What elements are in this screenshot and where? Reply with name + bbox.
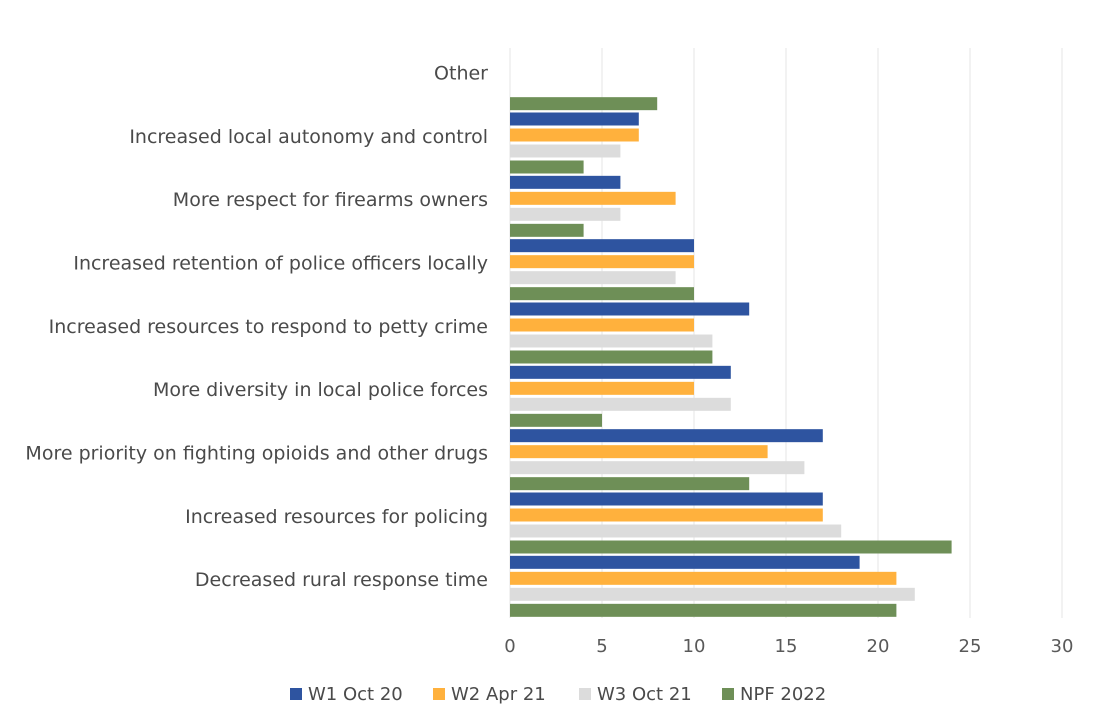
- category-label: Increased local autonomy and control: [129, 126, 488, 148]
- bar: [510, 318, 694, 332]
- category-label: More priority on fighting opioids and ot…: [25, 443, 488, 465]
- bar: [510, 571, 897, 585]
- bar: [510, 445, 768, 459]
- bar: [510, 429, 823, 443]
- bar: [510, 397, 731, 411]
- bar: [510, 365, 731, 379]
- category-label: More respect for firearms owners: [173, 189, 488, 211]
- bar: [510, 239, 694, 253]
- bar: [510, 191, 676, 205]
- category-label: Increased resources to respond to petty …: [49, 316, 488, 338]
- x-axis-tick-labels: 0 5 10 15 20 25 30: [504, 636, 1073, 657]
- bar: [510, 207, 621, 221]
- category-label: Decreased rural response time: [195, 569, 488, 591]
- bar: [510, 413, 602, 427]
- bar: [510, 175, 621, 189]
- x-tick-label: 15: [775, 636, 798, 657]
- bars: [510, 97, 952, 617]
- bar: [510, 112, 639, 126]
- legend-swatch: [290, 688, 302, 700]
- bar: [510, 492, 823, 506]
- bar: [510, 334, 713, 348]
- bar: [510, 477, 750, 491]
- legend-label: W3 Oct 21: [597, 684, 692, 705]
- category-label: Increased retention of police officers l…: [73, 253, 488, 275]
- legend-swatch: [722, 688, 734, 700]
- bar: [510, 271, 676, 285]
- legend-label: NPF 2022: [740, 684, 826, 705]
- bar: [510, 603, 897, 617]
- bar: [510, 524, 842, 538]
- bar: [510, 160, 584, 174]
- x-tick-label: 25: [959, 636, 982, 657]
- bar: [510, 144, 621, 158]
- bar: [510, 540, 952, 554]
- legend-swatch: [433, 688, 445, 700]
- x-tick-label: 10: [683, 636, 706, 657]
- category-label: More diversity in local police forces: [153, 379, 488, 401]
- category-label: Increased resources for policing: [185, 506, 488, 528]
- bar: [510, 587, 915, 601]
- bar: [510, 508, 823, 522]
- bar: [510, 461, 805, 475]
- bar: [510, 255, 694, 269]
- x-tick-label: 30: [1051, 636, 1074, 657]
- bar: [510, 381, 694, 395]
- legend-swatch: [579, 688, 591, 700]
- bar: [510, 302, 750, 316]
- legend: W1 Oct 20 W2 Apr 21 W3 Oct 21 NPF 2022: [290, 684, 826, 705]
- x-tick-label: 5: [596, 636, 607, 657]
- bar: [510, 287, 694, 301]
- category-labels: Other Increased local autonomy and contro…: [25, 63, 488, 592]
- bar: [510, 223, 584, 237]
- bar: [510, 555, 860, 569]
- category-label: Other: [434, 63, 488, 85]
- legend-label: W2 Apr 21: [451, 684, 546, 705]
- bar: [510, 128, 639, 142]
- legend-label: W1 Oct 20: [308, 684, 403, 705]
- x-tick-label: 0: [504, 636, 515, 657]
- bar: [510, 97, 658, 111]
- gridlines: [509, 48, 1063, 618]
- bar: [510, 350, 713, 364]
- x-tick-label: 20: [867, 636, 890, 657]
